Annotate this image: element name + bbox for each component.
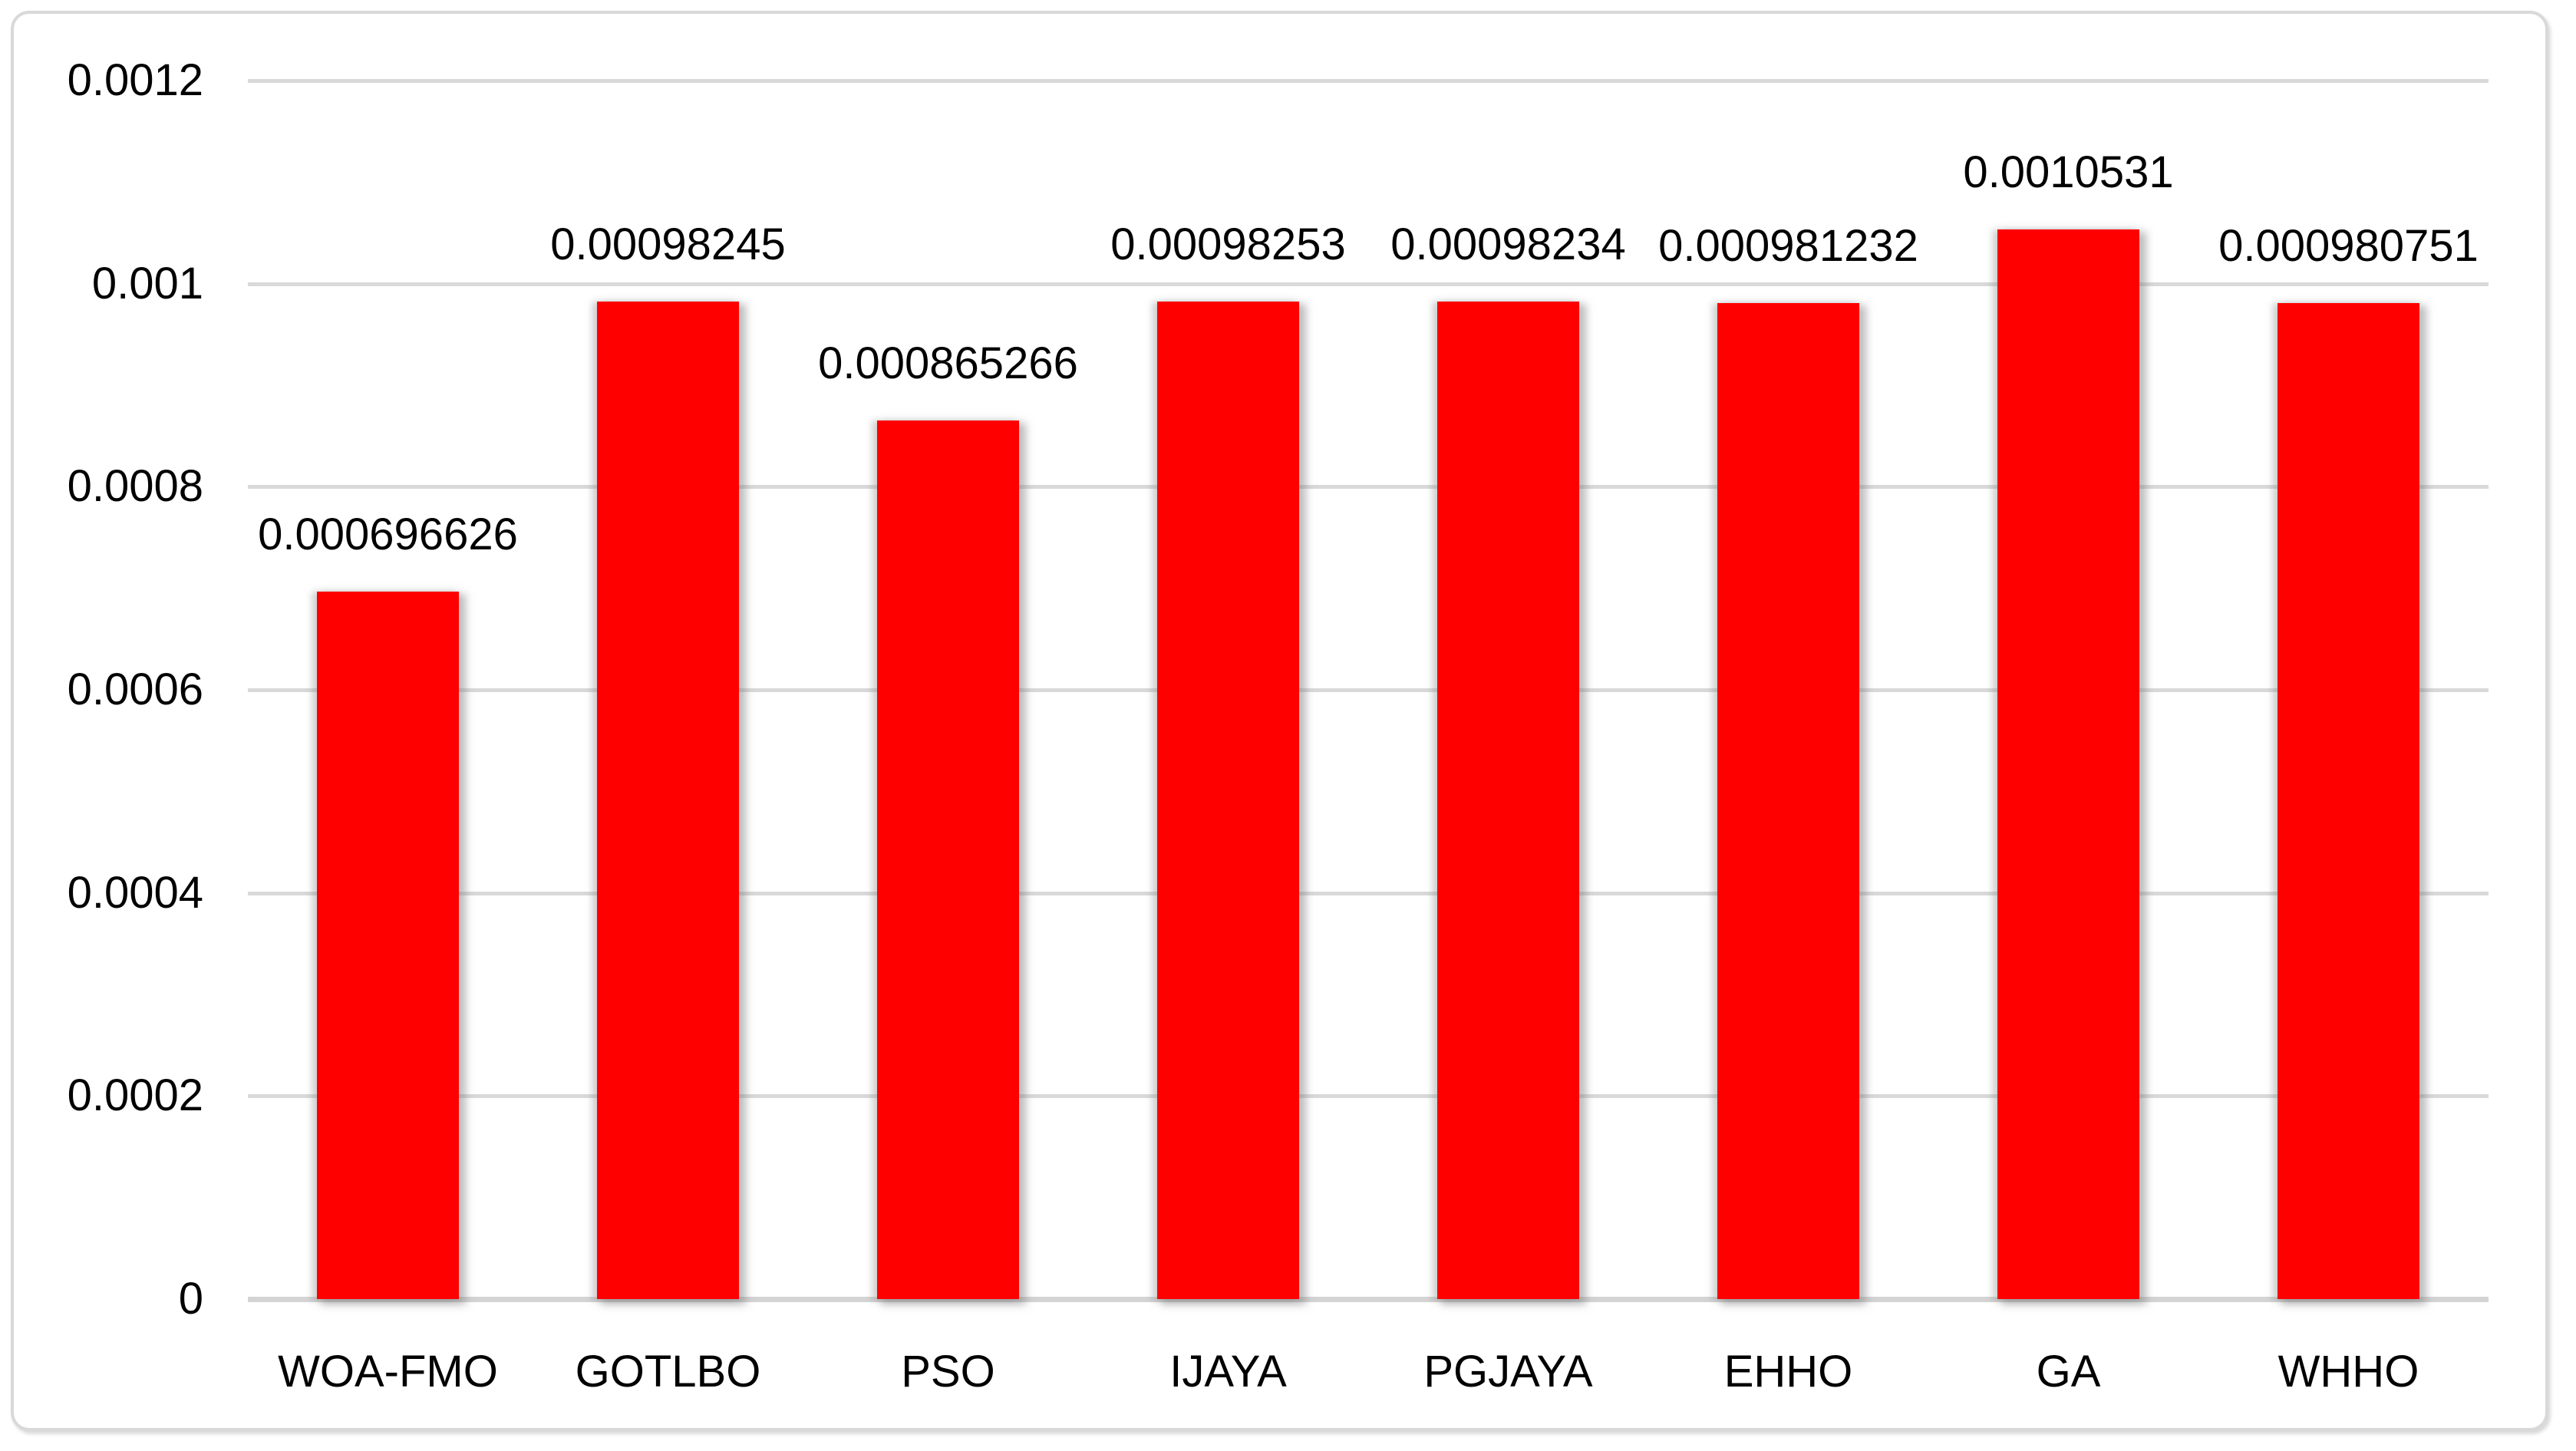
gridline-y-0.0002 bbox=[248, 1094, 2489, 1099]
bar-ehho[interactable] bbox=[1717, 302, 1859, 1299]
y-tick-label-0.0008: 0.0008 bbox=[67, 461, 203, 512]
gridline-y-0.0008 bbox=[248, 485, 2489, 490]
data-label-pso: 0.000865266 bbox=[818, 338, 1078, 388]
x-axis-line bbox=[248, 1297, 2489, 1302]
x-tick-label-ijaya: IJAYA bbox=[1169, 1347, 1287, 1397]
data-label-whho: 0.000980751 bbox=[2218, 221, 2479, 272]
y-tick-label-0.001: 0.001 bbox=[91, 258, 203, 308]
y-tick-label-0.0002: 0.0002 bbox=[67, 1070, 203, 1121]
x-tick-label-ga: GA bbox=[2036, 1347, 2101, 1397]
bar-whho[interactable] bbox=[2278, 303, 2419, 1299]
gridline-y-0.0012 bbox=[248, 79, 2489, 83]
x-tick-label-whho: WHHO bbox=[2278, 1347, 2419, 1397]
y-tick-label-0.0004: 0.0004 bbox=[67, 867, 203, 918]
y-tick-label-0.0006: 0.0006 bbox=[67, 664, 203, 714]
data-label-ijaya: 0.00098253 bbox=[1110, 219, 1346, 269]
plot-area: 0.000696626 0.00098245 0.000865266 0.000982… bbox=[248, 79, 2489, 1302]
bar-pgjaya[interactable] bbox=[1437, 302, 1579, 1299]
data-label-woa-fmo: 0.000696626 bbox=[258, 509, 518, 560]
data-label-gotlbo: 0.00098245 bbox=[550, 219, 786, 269]
x-tick-label-pgjaya: PGJAYA bbox=[1423, 1347, 1593, 1397]
bar-woa-fmo[interactable] bbox=[317, 592, 459, 1299]
bar-pso[interactable] bbox=[877, 420, 1019, 1299]
x-tick-label-pso: PSO bbox=[901, 1347, 995, 1397]
x-tick-label-woa-fmo: WOA-FMO bbox=[278, 1347, 498, 1397]
y-tick-label-0.0012: 0.0012 bbox=[67, 55, 203, 105]
x-tick-label-gotlbo: GOTLBO bbox=[575, 1347, 761, 1397]
x-tick-label-ehho: EHHO bbox=[1723, 1347, 1853, 1397]
data-label-pgjaya: 0.00098234 bbox=[1390, 219, 1626, 270]
gridline-y-0.0006 bbox=[248, 688, 2489, 692]
gridline-y-0.0004 bbox=[248, 891, 2489, 895]
data-label-ehho: 0.000981232 bbox=[1658, 220, 1918, 271]
y-tick-label-0: 0 bbox=[178, 1274, 203, 1324]
bar-gotlbo[interactable] bbox=[597, 301, 739, 1299]
bar-ga[interactable] bbox=[1997, 229, 2139, 1299]
bar-ijaya[interactable] bbox=[1157, 301, 1299, 1299]
gridline-y-0.001 bbox=[248, 282, 2489, 286]
data-label-ga: 0.0010531 bbox=[1963, 147, 2174, 198]
